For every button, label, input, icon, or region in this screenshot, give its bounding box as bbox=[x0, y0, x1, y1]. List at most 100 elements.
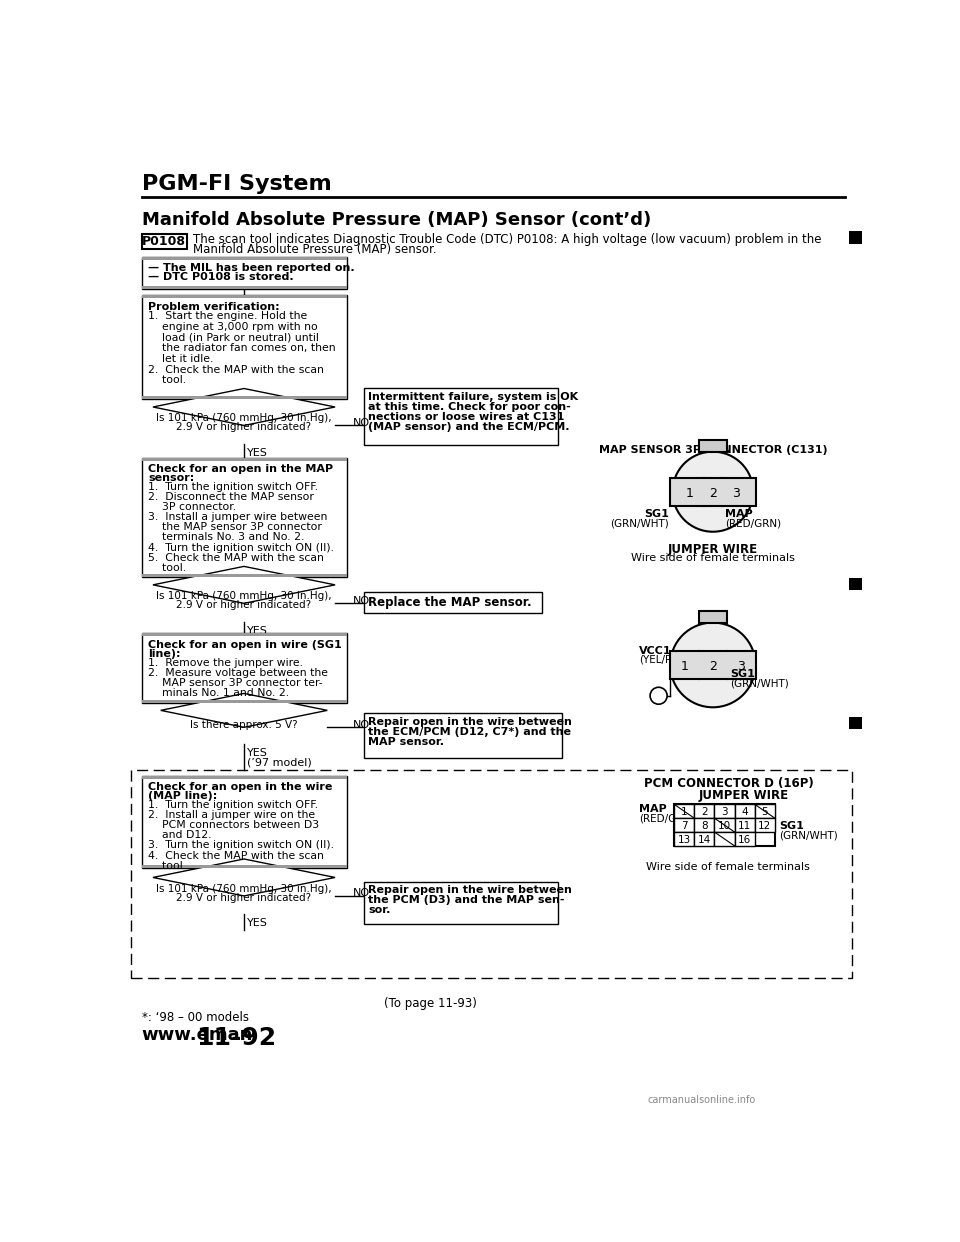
Bar bbox=[142, 296, 348, 298]
Text: 7: 7 bbox=[681, 821, 687, 831]
Text: PGM-FI System: PGM-FI System bbox=[142, 174, 331, 194]
Bar bbox=[755, 818, 775, 832]
Text: MAP: MAP bbox=[725, 509, 753, 519]
Text: 3P connector.: 3P connector. bbox=[148, 503, 236, 513]
Bar bbox=[142, 458, 348, 578]
Bar bbox=[849, 717, 862, 729]
Text: load (in Park or neutral) until: load (in Park or neutral) until bbox=[148, 333, 319, 343]
Text: Is 101 kPa (760 mmHg, 30 in.Hg),: Is 101 kPa (760 mmHg, 30 in.Hg), bbox=[156, 414, 332, 424]
Text: the PCM (D3) and the MAP sen-: the PCM (D3) and the MAP sen- bbox=[368, 895, 564, 905]
Text: — The MIL has been reported on.: — The MIL has been reported on. bbox=[148, 263, 354, 273]
Text: 3.  Turn the ignition switch ON (II).: 3. Turn the ignition switch ON (II). bbox=[148, 841, 334, 851]
Text: 2: 2 bbox=[708, 661, 717, 673]
Bar bbox=[734, 805, 755, 818]
Text: the radiator fan comes on, then: the radiator fan comes on, then bbox=[148, 343, 336, 353]
Text: 3: 3 bbox=[737, 661, 745, 673]
Bar bbox=[694, 832, 714, 846]
Bar bbox=[364, 388, 558, 446]
Text: — DTC P0108 is stored.: — DTC P0108 is stored. bbox=[148, 272, 294, 282]
Bar bbox=[142, 776, 348, 779]
Bar bbox=[674, 805, 775, 846]
Text: Repair open in the wire between: Repair open in the wire between bbox=[368, 717, 572, 727]
Bar bbox=[142, 257, 348, 260]
Text: 12: 12 bbox=[758, 821, 772, 831]
Bar bbox=[142, 233, 186, 250]
Text: 8: 8 bbox=[701, 821, 708, 831]
Text: P0108: P0108 bbox=[142, 235, 186, 247]
Text: Wire side of female terminals: Wire side of female terminals bbox=[631, 553, 795, 564]
Text: (GRN/WHT): (GRN/WHT) bbox=[610, 519, 669, 529]
Text: 3: 3 bbox=[721, 807, 728, 817]
Text: tool.: tool. bbox=[148, 375, 186, 385]
Text: (MAP sensor) and the ECM/PCM.: (MAP sensor) and the ECM/PCM. bbox=[368, 421, 569, 432]
Text: 14: 14 bbox=[698, 835, 711, 845]
Circle shape bbox=[670, 622, 756, 707]
Circle shape bbox=[673, 452, 754, 532]
Bar bbox=[142, 574, 348, 578]
Bar bbox=[131, 770, 852, 977]
Text: MAP: MAP bbox=[639, 805, 667, 815]
Polygon shape bbox=[153, 389, 335, 426]
Text: 16: 16 bbox=[738, 835, 752, 845]
Bar bbox=[142, 396, 348, 399]
Text: 2.9 V or higher indicated?: 2.9 V or higher indicated? bbox=[177, 600, 312, 610]
Text: 1.  Start the engine. Hold the: 1. Start the engine. Hold the bbox=[148, 310, 307, 320]
Bar bbox=[670, 651, 756, 679]
Text: minals No. 1 and No. 2.: minals No. 1 and No. 2. bbox=[148, 688, 289, 698]
Circle shape bbox=[650, 687, 667, 704]
Text: (’97 model): (’97 model) bbox=[247, 758, 312, 768]
Text: JUMPER WIRE: JUMPER WIRE bbox=[699, 789, 789, 802]
Text: 11: 11 bbox=[738, 821, 752, 831]
Text: sor.: sor. bbox=[368, 905, 391, 915]
Bar bbox=[699, 611, 727, 622]
Text: 2.  Measure voltage between the: 2. Measure voltage between the bbox=[148, 668, 328, 678]
Bar bbox=[142, 458, 348, 461]
Text: 4.  Turn the ignition switch ON (II).: 4. Turn the ignition switch ON (II). bbox=[148, 543, 334, 553]
Text: 2: 2 bbox=[708, 487, 717, 501]
Text: (RED/GRN): (RED/GRN) bbox=[639, 814, 695, 823]
Text: nections or loose wires at C131: nections or loose wires at C131 bbox=[368, 411, 564, 421]
Text: let it idle.: let it idle. bbox=[148, 354, 213, 364]
Text: SG1: SG1 bbox=[779, 821, 804, 831]
Text: 3: 3 bbox=[732, 487, 740, 501]
Text: Check for an open in wire (SG1: Check for an open in wire (SG1 bbox=[148, 640, 342, 650]
Text: 4: 4 bbox=[741, 807, 748, 817]
Bar bbox=[364, 713, 562, 758]
Text: 2.  Check the MAP with the scan: 2. Check the MAP with the scan bbox=[148, 365, 324, 375]
Text: 2.9 V or higher indicated?: 2.9 V or higher indicated? bbox=[177, 893, 312, 903]
Text: MAP SENSOR 3P CONNECTOR (C131): MAP SENSOR 3P CONNECTOR (C131) bbox=[599, 446, 828, 456]
Text: V: V bbox=[655, 692, 662, 702]
Text: engine at 3,000 rpm with no: engine at 3,000 rpm with no bbox=[148, 322, 318, 332]
Bar bbox=[714, 832, 734, 846]
Text: (YEL/RED): (YEL/RED) bbox=[639, 655, 691, 664]
Bar bbox=[674, 805, 694, 818]
Text: Is 101 kPa (760 mmHg, 30 in.Hg),: Is 101 kPa (760 mmHg, 30 in.Hg), bbox=[156, 591, 332, 601]
Polygon shape bbox=[153, 859, 335, 895]
Text: (GRN/WHT): (GRN/WHT) bbox=[779, 831, 837, 841]
Bar bbox=[670, 478, 756, 505]
Text: YES: YES bbox=[247, 626, 268, 636]
Text: 4.  Check the MAP with the scan: 4. Check the MAP with the scan bbox=[148, 851, 324, 861]
Text: line):: line): bbox=[148, 648, 180, 658]
Text: Repair open in the wire between: Repair open in the wire between bbox=[368, 886, 572, 895]
Text: Intermittent failure, system is OK: Intermittent failure, system is OK bbox=[368, 391, 578, 401]
Bar bbox=[142, 699, 348, 703]
Bar bbox=[714, 818, 734, 832]
Text: NO: NO bbox=[352, 417, 370, 427]
Text: JUMPER WIRE: JUMPER WIRE bbox=[668, 543, 758, 556]
Text: MAP sensor.: MAP sensor. bbox=[368, 737, 444, 746]
Text: terminals No. 3 and No. 2.: terminals No. 3 and No. 2. bbox=[148, 533, 304, 543]
Text: NO: NO bbox=[352, 888, 370, 898]
Text: Wire side of female terminals: Wire side of female terminals bbox=[646, 862, 810, 872]
Bar bbox=[674, 818, 694, 832]
Text: at this time. Check for poor con-: at this time. Check for poor con- bbox=[368, 401, 571, 411]
Text: Check for an open in the wire: Check for an open in the wire bbox=[148, 782, 332, 792]
Bar bbox=[849, 578, 862, 590]
Text: Is there approx. 5 V?: Is there approx. 5 V? bbox=[190, 719, 298, 729]
Text: 10: 10 bbox=[718, 821, 732, 831]
Bar bbox=[142, 286, 348, 289]
Text: 2.  Install a jumper wire on the: 2. Install a jumper wire on the bbox=[148, 811, 315, 821]
Text: PCM CONNECTOR D (16P): PCM CONNECTOR D (16P) bbox=[643, 777, 813, 790]
Bar bbox=[734, 832, 755, 846]
Bar bbox=[142, 633, 348, 636]
